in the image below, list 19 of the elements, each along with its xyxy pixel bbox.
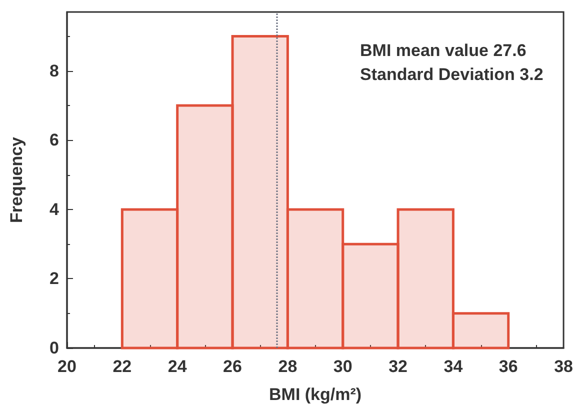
x-tick-label: 24 — [168, 357, 188, 376]
x-tick-label: 34 — [444, 357, 464, 376]
y-tick-label: 8 — [50, 61, 59, 80]
x-tick-label: 36 — [498, 357, 518, 376]
y-tick-label: 0 — [50, 338, 59, 358]
x-tick-label: 22 — [112, 357, 132, 376]
x-axis-title: BMI (kg/m²) — [269, 385, 362, 404]
x-tick-label: 30 — [333, 357, 352, 376]
annotation: Standard Deviation 3.2 — [360, 65, 544, 84]
y-axis-title: Frequency — [7, 136, 26, 223]
x-tick-label: 20 — [58, 357, 76, 376]
annotation: BMI mean value 27.6 — [360, 41, 526, 60]
x-tick-label: 26 — [223, 357, 242, 376]
x-tick-label: 38 — [554, 357, 574, 376]
y-tick-label: 4 — [50, 200, 60, 219]
y-tick-label: 6 — [50, 130, 59, 150]
y-tick-label: 2 — [50, 269, 59, 288]
x-tick-label: 28 — [278, 357, 298, 376]
x-tick-label: 32 — [388, 357, 408, 376]
